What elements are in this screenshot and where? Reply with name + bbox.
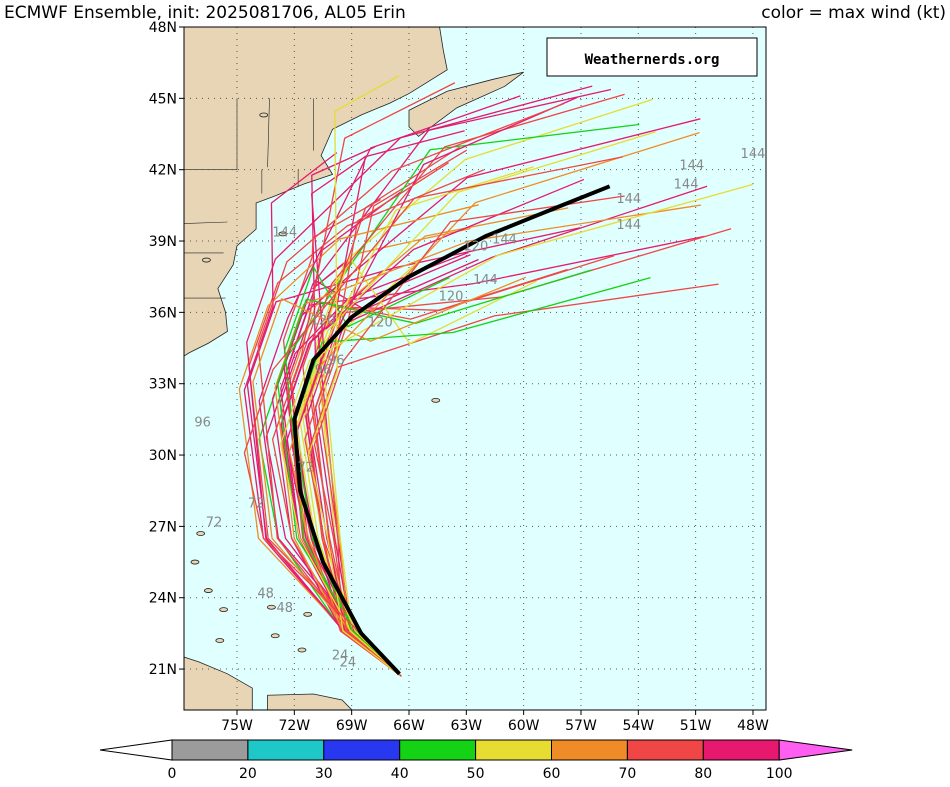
track [320, 257, 537, 677]
colorbar-high [778, 739, 853, 761]
track-label: 96 [328, 354, 345, 369]
lat-label: 45N [149, 91, 177, 107]
island [202, 257, 211, 263]
lat-label: 48N [149, 20, 177, 36]
lat-label: 33N [149, 377, 177, 393]
island [297, 647, 307, 653]
colorbar-label: 50 [467, 766, 485, 782]
border [267, 98, 270, 168]
colorbar-label: 100 [766, 766, 793, 782]
track-label: 72 [248, 496, 265, 511]
track [307, 75, 402, 677]
track-label: 72 [206, 515, 223, 530]
island [190, 559, 200, 565]
colorbar-label: 30 [315, 766, 333, 782]
track-label: 96 [315, 363, 332, 378]
island [219, 607, 229, 613]
island [215, 638, 225, 643]
track-label: 120 [439, 289, 464, 304]
lat-label: 39N [149, 234, 177, 250]
lat-label: 30N [149, 448, 177, 464]
lat-label: 27N [149, 519, 177, 535]
track-label: 96 [194, 416, 211, 431]
island [203, 588, 213, 593]
track [313, 195, 625, 677]
lon-label: 75W [221, 718, 253, 734]
colorbar-label: 40 [391, 766, 409, 782]
colorbar-cell [475, 739, 553, 761]
track-label: 24 [332, 649, 349, 664]
lat-label: 36N [149, 305, 177, 321]
track-label: 144 [473, 273, 498, 288]
track-label: 144 [679, 159, 704, 174]
colorbar-cell [399, 739, 477, 761]
track-label: 120 [311, 313, 336, 328]
track-label: 72 [298, 461, 315, 476]
lat-label: 42N [149, 163, 177, 179]
island [431, 397, 441, 403]
title: ECMWF Ensemble, init: 2025081706, AL05 E… [4, 3, 406, 23]
island [196, 531, 206, 536]
legend-note: color = max wind (kt) [761, 3, 946, 23]
lon-label: 54W [622, 718, 654, 734]
watermark-box [546, 37, 758, 77]
lon-label: 51W [680, 718, 712, 734]
track-label: 144 [674, 178, 699, 193]
colorbar-cell [247, 739, 325, 761]
track-label: 120 [368, 316, 393, 331]
track [304, 162, 449, 677]
colorbar: 0 20 30 40 50 60 70 80 100 [99, 739, 853, 782]
track-label: 144 [616, 192, 641, 207]
track-label: 144 [741, 147, 766, 162]
colorbar-label: 60 [543, 766, 561, 782]
colorbar-label: 20 [239, 766, 257, 782]
lon-label: 57W [565, 718, 597, 734]
track-label: 48 [277, 601, 294, 616]
colorbar-label: 80 [694, 766, 712, 782]
lon-label: 72W [278, 718, 310, 734]
colorbar-label: 70 [618, 766, 636, 782]
island [259, 112, 269, 118]
colorbar-cell [702, 739, 780, 761]
lat-label: 24N [149, 591, 177, 607]
mean-track [292, 184, 611, 676]
colorbar-low [99, 739, 173, 761]
watermark: Weathernerds.org [585, 52, 720, 68]
land [184, 27, 448, 357]
border [184, 221, 228, 224]
map-frame [183, 26, 767, 711]
track-label: 144 [272, 225, 297, 240]
track-label: 24 [340, 656, 357, 671]
track-label: 48 [257, 587, 274, 602]
track-label: 144 [492, 232, 517, 247]
lat-label: 21N [149, 662, 177, 678]
island [270, 633, 280, 639]
lon-label: 63W [450, 718, 482, 734]
lon-label: 60W [508, 718, 540, 734]
land [267, 693, 353, 710]
colorbar-cell [551, 739, 628, 761]
track-label: 144 [616, 218, 641, 233]
land [184, 656, 253, 710]
colorbar-cell [626, 739, 704, 761]
colorbar-cell [323, 739, 401, 761]
colorbar-cell [171, 739, 249, 761]
track [272, 82, 456, 677]
lon-label: 69W [336, 718, 368, 734]
island [266, 604, 276, 610]
island [303, 611, 313, 617]
track [280, 183, 754, 677]
island [278, 231, 288, 237]
lon-label: 66W [393, 718, 425, 734]
lon-label: 48W [737, 718, 769, 734]
tracks [238, 75, 754, 677]
border [184, 98, 238, 170]
colorbar-label: 0 [168, 766, 177, 782]
track-label: 120 [463, 240, 488, 255]
